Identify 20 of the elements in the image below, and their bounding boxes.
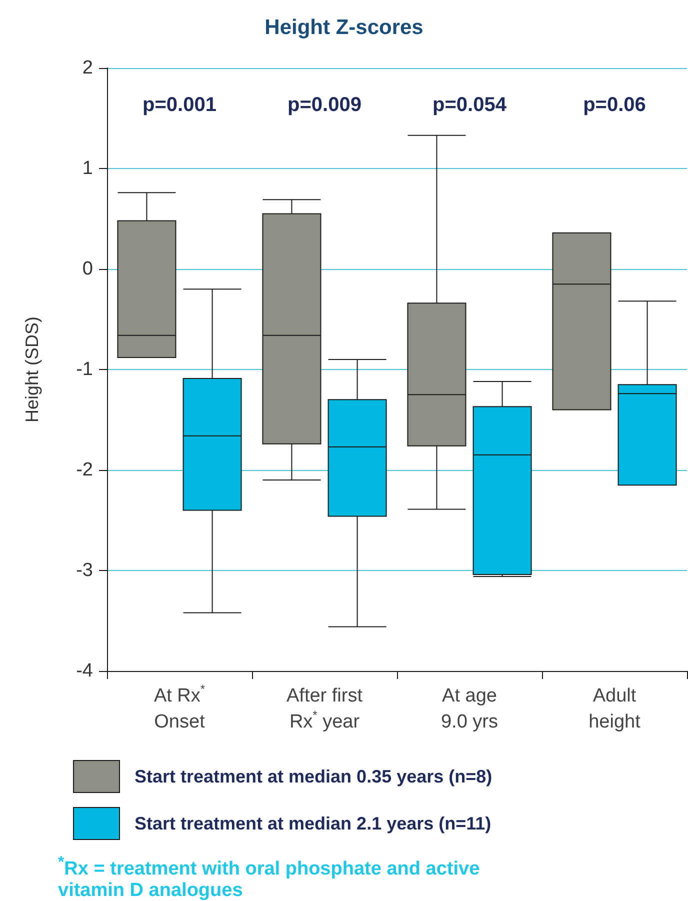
legend-label: Start treatment at median 0.35 years (n=8) — [134, 766, 492, 786]
x-tick-label: At age 9.0 yrs — [440, 686, 498, 732]
annotation: p=0.054 — [432, 94, 508, 116]
legend-label: Start treatment at median 2.1 years (n=11) — [134, 814, 492, 834]
annotation: p=0.009 — [288, 94, 362, 116]
chart-title: Height Z-scores — [264, 16, 424, 39]
x-tick-label: Adult height — [588, 686, 642, 732]
y-tick-label: -4 — [76, 660, 94, 682]
y-tick-label: -2 — [76, 460, 93, 480]
y-tick-label: -1 — [76, 359, 93, 380]
annotation: p=0.001 — [142, 94, 216, 116]
y-tick-label: -3 — [76, 560, 93, 581]
y-tick-label: 1 — [82, 158, 93, 179]
y-tick-label: 0 — [82, 258, 93, 280]
category-label: At Rx* Onset — [154, 682, 206, 732]
text: $^{*}$Rx = treatment with oral phosphate and active vitamin D analogues — [58, 853, 481, 901]
annotation: p=0.06 — [583, 94, 646, 116]
y-tick-label: 2 — [82, 58, 93, 78]
x-tick-label: After first Rx* year — [286, 686, 364, 732]
y-axis-title: Height (SDS) — [22, 316, 42, 423]
